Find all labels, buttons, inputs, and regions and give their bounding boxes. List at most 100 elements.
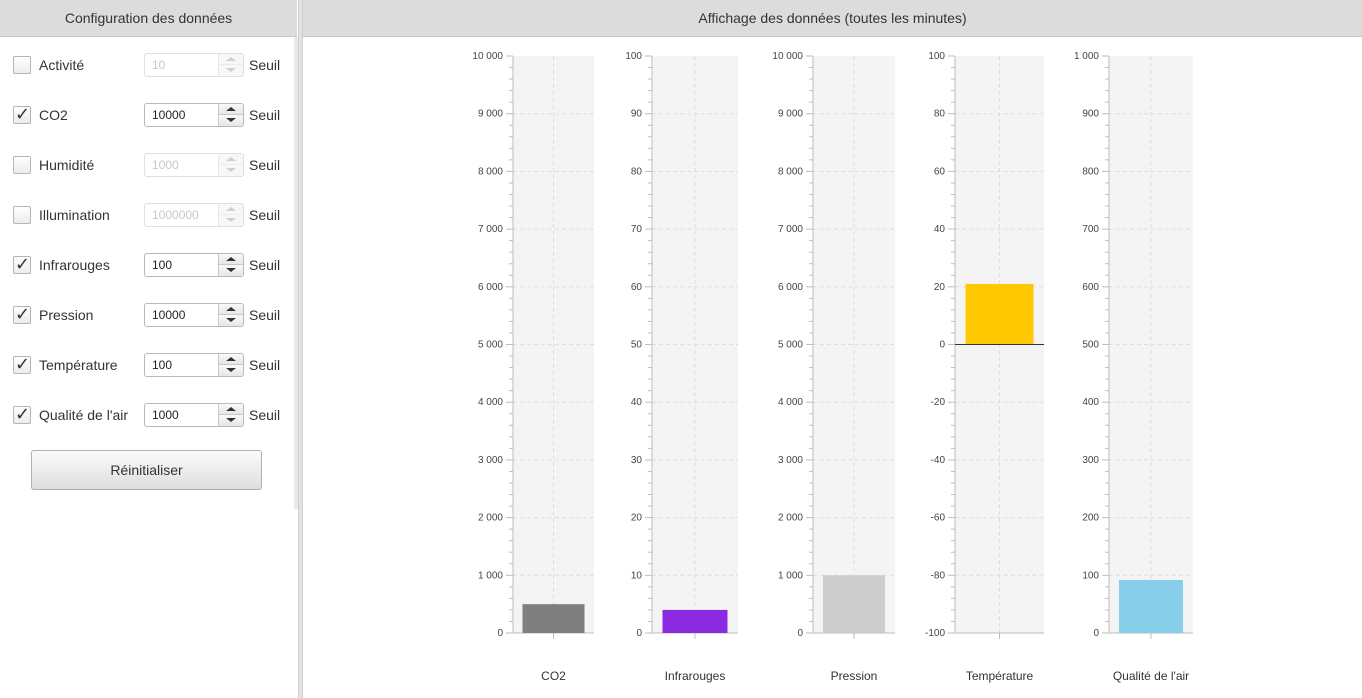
config-row-activite: ✓ Activité Seuil: [13, 52, 293, 78]
activite-threshold-input[interactable]: [145, 54, 219, 76]
infrarouges-decrement-button[interactable]: [219, 265, 243, 276]
chevron-up-icon: [226, 407, 236, 411]
bar: [1119, 579, 1183, 633]
humidite-label: Humidité: [39, 157, 95, 173]
category-label: CO2: [541, 669, 566, 683]
co2-increment-button[interactable]: [219, 104, 243, 115]
illumination-seuil-label: Seuil: [249, 207, 281, 223]
y-tick-label: 80: [934, 109, 946, 120]
bar: [522, 604, 585, 633]
y-tick-label: 60: [934, 166, 946, 177]
y-tick-label: 20: [934, 282, 946, 293]
chevron-up-icon: [226, 207, 236, 211]
temperature-decrement-button[interactable]: [219, 365, 243, 376]
y-tick-label: 0: [1093, 628, 1099, 639]
chevron-down-icon: [226, 368, 236, 372]
temperature-checkbox[interactable]: ✓: [13, 354, 31, 375]
activite-checkbox[interactable]: ✓: [13, 56, 31, 74]
check-icon: ✓: [15, 404, 31, 425]
temperature-seuil-label: Seuil: [249, 357, 281, 373]
y-tick-label: 0: [939, 340, 945, 351]
y-tick-label: 800: [1082, 166, 1099, 177]
pression-decrement-button[interactable]: [219, 315, 243, 326]
chevron-down-icon: [226, 118, 236, 122]
qualite-air-checkbox[interactable]: ✓: [13, 404, 31, 425]
humidite-seuil-label: Seuil: [249, 157, 281, 173]
temperature-threshold-spinner[interactable]: [144, 353, 244, 377]
check-icon: ✓: [15, 304, 31, 325]
qualite-air-seuil-label: Seuil: [249, 407, 281, 423]
co2-decrement-button[interactable]: [219, 115, 243, 126]
activite-threshold-spinner[interactable]: [144, 53, 244, 77]
reset-button[interactable]: Réinitialiser: [31, 450, 262, 490]
illumination-threshold-input[interactable]: [145, 204, 219, 226]
config-row-co2: ✓ CO2 Seuil: [13, 102, 293, 128]
y-tick-label: 40: [934, 224, 946, 235]
check-icon: ✓: [15, 104, 31, 125]
bar: [662, 609, 728, 633]
chevron-down-icon: [226, 218, 236, 222]
config-row-pression: ✓ Pression Seuil: [13, 302, 293, 328]
split-pane-divider[interactable]: [298, 0, 303, 698]
co2-seuil-label: Seuil: [249, 107, 281, 123]
chevron-up-icon: [226, 107, 236, 111]
co2-threshold-spinner[interactable]: [144, 103, 244, 127]
infrarouges-label: Infrarouges: [39, 257, 110, 273]
qualite-air-increment-button[interactable]: [219, 404, 243, 415]
y-tick-label: -80: [931, 570, 946, 581]
y-tick-label: 700: [1082, 224, 1099, 235]
temperature-increment-button[interactable]: [219, 354, 243, 365]
pression-increment-button[interactable]: [219, 304, 243, 315]
infrarouges-checkbox[interactable]: ✓: [13, 254, 31, 275]
display-panel: Affichage des données (toutes les minute…: [303, 0, 1362, 698]
humidite-increment-button[interactable]: [219, 154, 243, 165]
co2-threshold-input[interactable]: [145, 104, 219, 126]
y-tick-label: 1 000: [478, 570, 503, 581]
illumination-increment-button[interactable]: [219, 204, 243, 215]
activite-increment-button[interactable]: [219, 54, 243, 65]
y-tick-label: 2 000: [478, 513, 503, 524]
config-row-illumination: ✓ Illumination Seuil: [13, 202, 293, 228]
bar: [823, 575, 885, 633]
temperature-threshold-input[interactable]: [145, 354, 219, 376]
co2-checkbox[interactable]: ✓: [13, 104, 31, 125]
temperature-label: Température: [39, 357, 118, 373]
y-tick-label: -60: [931, 513, 946, 524]
pression-threshold-spinner[interactable]: [144, 303, 244, 327]
y-tick-label: 50: [631, 340, 643, 351]
infrarouges-increment-button[interactable]: [219, 254, 243, 265]
qualite-air-decrement-button[interactable]: [219, 415, 243, 426]
pression-label: Pression: [39, 307, 94, 323]
illumination-threshold-spinner[interactable]: [144, 203, 244, 227]
config-row-temperature: ✓ Température Seuil: [13, 352, 293, 378]
humidite-checkbox[interactable]: ✓: [13, 156, 31, 174]
activite-decrement-button[interactable]: [219, 65, 243, 76]
category-label: Pression: [831, 669, 878, 683]
chevron-down-icon: [226, 418, 236, 422]
humidite-decrement-button[interactable]: [219, 165, 243, 176]
chevron-down-icon: [226, 68, 236, 72]
chevron-up-icon: [226, 57, 236, 61]
pression-checkbox[interactable]: ✓: [13, 304, 31, 325]
config-row-humidite: ✓ Humidité Seuil: [13, 152, 293, 178]
humidite-threshold-spinner[interactable]: [144, 153, 244, 177]
infrarouges-threshold-spinner[interactable]: [144, 253, 244, 277]
y-tick-label: 1 000: [778, 570, 803, 581]
y-tick-label: 100: [928, 51, 945, 62]
y-tick-label: 5 000: [778, 340, 803, 351]
infrarouges-threshold-input[interactable]: [145, 254, 219, 276]
qualite-air-threshold-input[interactable]: [145, 404, 219, 426]
y-tick-label: 3 000: [778, 455, 803, 466]
illumination-decrement-button[interactable]: [219, 215, 243, 226]
bar: [965, 283, 1034, 345]
y-tick-label: 5 000: [478, 340, 503, 351]
illumination-checkbox[interactable]: ✓: [13, 206, 31, 224]
left-panel-scrollbar[interactable]: [294, 37, 298, 509]
qualite-air-threshold-spinner[interactable]: [144, 403, 244, 427]
pression-threshold-input[interactable]: [145, 304, 219, 326]
config-panel-title: Configuration des données: [0, 0, 297, 37]
humidite-threshold-input[interactable]: [145, 154, 219, 176]
chevron-up-icon: [226, 357, 236, 361]
y-tick-label: 10 000: [772, 51, 803, 62]
y-tick-label: 9 000: [478, 109, 503, 120]
